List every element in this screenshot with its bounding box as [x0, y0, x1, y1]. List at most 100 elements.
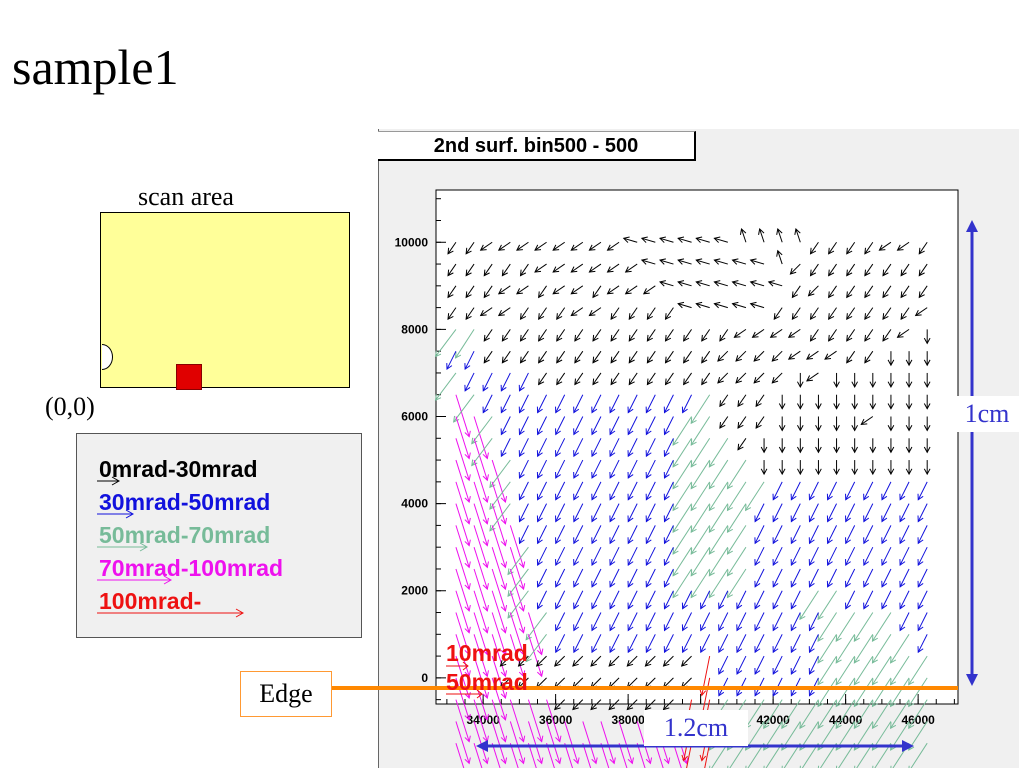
- field-arrow: [817, 590, 837, 621]
- field-arrow: [627, 416, 638, 436]
- field-arrow: [554, 655, 566, 667]
- field-arrow: [570, 241, 584, 251]
- field-arrow: [564, 743, 574, 768]
- legend-arrow: [97, 542, 149, 552]
- field-arrow: [791, 307, 801, 321]
- field-arrow: [887, 372, 895, 388]
- field-arrow: [681, 394, 693, 414]
- field-arrow: [896, 241, 910, 251]
- field-arrow: [536, 416, 548, 436]
- field-arrow: [828, 241, 837, 255]
- scan-area-label: scan area: [138, 182, 234, 211]
- field-arrow: [573, 438, 584, 458]
- field-arrow: [555, 503, 566, 523]
- field-arrow: [719, 329, 729, 342]
- field-arrow: [663, 525, 674, 545]
- field-arrow: [772, 612, 783, 632]
- scale-arrowhead-up: [966, 220, 978, 232]
- field-arrow: [606, 241, 620, 251]
- field-arrow: [609, 546, 620, 567]
- field-arrow: [731, 258, 747, 265]
- legend-arrow: [97, 608, 245, 618]
- field-arrow: [455, 394, 471, 438]
- field-arrow: [900, 263, 910, 277]
- field-arrow: [573, 525, 584, 545]
- field-arrow: [518, 459, 529, 479]
- field-arrow: [455, 329, 475, 359]
- field-arrow: [863, 503, 874, 523]
- field-arrow: [882, 329, 892, 342]
- field-arrow: [473, 525, 489, 569]
- field-arrow: [672, 546, 692, 577]
- field-arrow: [534, 241, 547, 251]
- scan-area-rectangle: [100, 212, 350, 388]
- field-arrow: [751, 328, 765, 338]
- field-arrow: [815, 394, 822, 410]
- field-arrow: [447, 285, 457, 299]
- field-arrow: [663, 590, 674, 610]
- field-arrow: [701, 372, 711, 386]
- field-arrow: [573, 459, 584, 479]
- field-arrow: [554, 699, 566, 711]
- field-arrow: [534, 263, 547, 273]
- field-arrow: [690, 416, 711, 446]
- field-arrow: [659, 280, 674, 287]
- field-arrow: [808, 525, 819, 545]
- field-arrow: [871, 699, 892, 730]
- field-arrow: [662, 699, 674, 711]
- plot-label-10mrad-arrow: [446, 661, 469, 671]
- x-tick-label: 46000: [901, 713, 935, 727]
- field-arrow: [627, 612, 638, 632]
- field-arrow: [455, 547, 471, 591]
- field-arrow: [536, 438, 548, 458]
- field-arrow: [755, 416, 765, 429]
- field-arrow: [708, 503, 729, 534]
- field-arrow: [555, 394, 566, 414]
- field-arrow: [845, 525, 856, 545]
- field-arrow: [518, 503, 529, 523]
- field-arrow: [828, 285, 837, 299]
- field-arrow: [455, 438, 471, 482]
- field-arrow: [754, 634, 765, 654]
- field-arrow: [882, 285, 892, 299]
- field-arrow: [491, 459, 508, 504]
- field-arrow: [845, 481, 856, 501]
- field-arrow: [519, 350, 529, 364]
- field-arrow: [890, 655, 910, 686]
- field-arrow: [482, 394, 493, 414]
- field-arrow: [726, 481, 747, 512]
- field-arrow: [731, 301, 747, 309]
- field-arrow: [846, 329, 856, 342]
- field-arrow: [890, 634, 910, 664]
- field-arrow: [900, 285, 910, 299]
- field-arrow: [796, 372, 804, 388]
- field-arrow: [465, 263, 475, 277]
- field-arrow: [851, 460, 859, 476]
- scale-label-1-2cm: 1.2cm: [644, 710, 748, 746]
- field-arrow: [636, 743, 646, 768]
- field-arrow: [608, 699, 620, 711]
- field-arrow: [908, 655, 928, 686]
- field-arrow: [447, 263, 457, 277]
- field-arrow: [497, 285, 511, 295]
- field-arrow: [704, 743, 711, 768]
- field-arrow: [483, 329, 493, 342]
- field-arrow: [846, 350, 856, 364]
- field-arrow: [455, 699, 471, 743]
- field-arrow: [509, 568, 526, 612]
- field-arrow: [708, 568, 729, 599]
- field-arrow: [815, 416, 822, 432]
- field-arrow: [690, 546, 711, 577]
- field-arrow: [473, 721, 489, 765]
- field-arrow: [718, 590, 729, 610]
- field-arrow: [905, 351, 913, 367]
- field-arrow: [455, 634, 471, 678]
- field-arrow: [606, 285, 620, 295]
- field-arrow: [491, 655, 508, 700]
- edge-label: Edge: [240, 671, 332, 717]
- field-arrow: [516, 285, 529, 295]
- field-arrow: [923, 351, 931, 367]
- field-arrow: [574, 329, 584, 342]
- field-arrow: [644, 699, 656, 711]
- field-arrow: [772, 503, 783, 523]
